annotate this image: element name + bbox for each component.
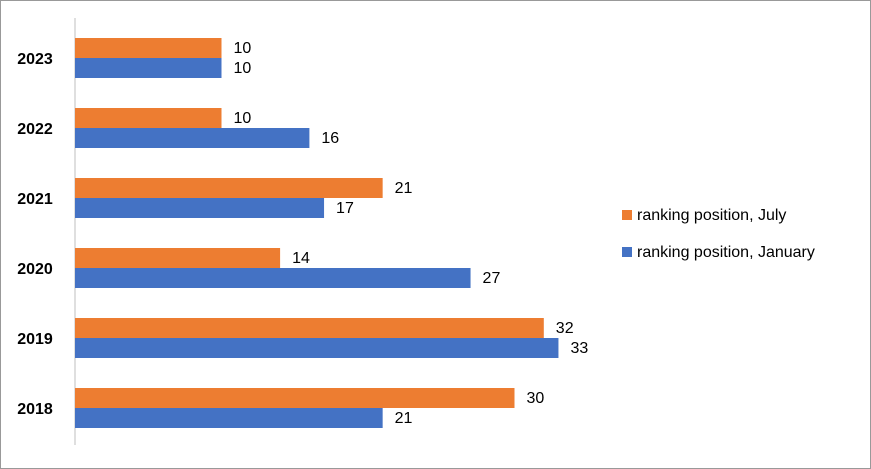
bar xyxy=(75,108,222,128)
data-label: 14 xyxy=(292,250,310,267)
data-label: 21 xyxy=(395,410,413,427)
data-label: 33 xyxy=(570,340,588,357)
bar xyxy=(75,198,325,218)
bar xyxy=(75,268,471,288)
data-label: 30 xyxy=(527,390,545,407)
data-label: 10 xyxy=(234,40,252,57)
data-label: 10 xyxy=(234,60,252,77)
bar xyxy=(75,248,281,268)
y-tick-label: 2018 xyxy=(17,401,53,418)
bar xyxy=(75,388,515,408)
bar xyxy=(75,128,310,148)
bar xyxy=(75,178,383,198)
y-tick-label: 2020 xyxy=(17,261,53,278)
data-label: 10 xyxy=(234,110,252,127)
y-tick-label: 2021 xyxy=(17,191,53,208)
y-tick-label: 2019 xyxy=(17,331,53,348)
data-label: 27 xyxy=(483,270,501,287)
bar xyxy=(75,318,544,338)
y-tick-label: 2022 xyxy=(17,121,53,138)
data-label: 32 xyxy=(556,320,574,337)
data-label: 17 xyxy=(336,200,354,217)
bar xyxy=(75,58,222,78)
legend-label: ranking position, July xyxy=(637,207,786,224)
legend-swatch xyxy=(622,247,632,257)
legend-swatch xyxy=(622,210,632,220)
legend-label: ranking position, January xyxy=(637,244,815,261)
bar xyxy=(75,38,222,58)
data-label: 16 xyxy=(321,130,339,147)
data-label: 21 xyxy=(395,180,413,197)
bar xyxy=(75,338,559,358)
bar xyxy=(75,408,383,428)
y-tick-label: 2023 xyxy=(17,51,53,68)
